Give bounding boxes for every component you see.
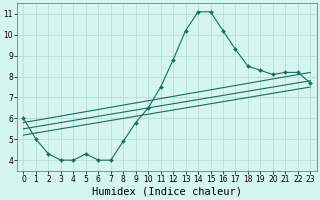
X-axis label: Humidex (Indice chaleur): Humidex (Indice chaleur): [92, 187, 242, 197]
